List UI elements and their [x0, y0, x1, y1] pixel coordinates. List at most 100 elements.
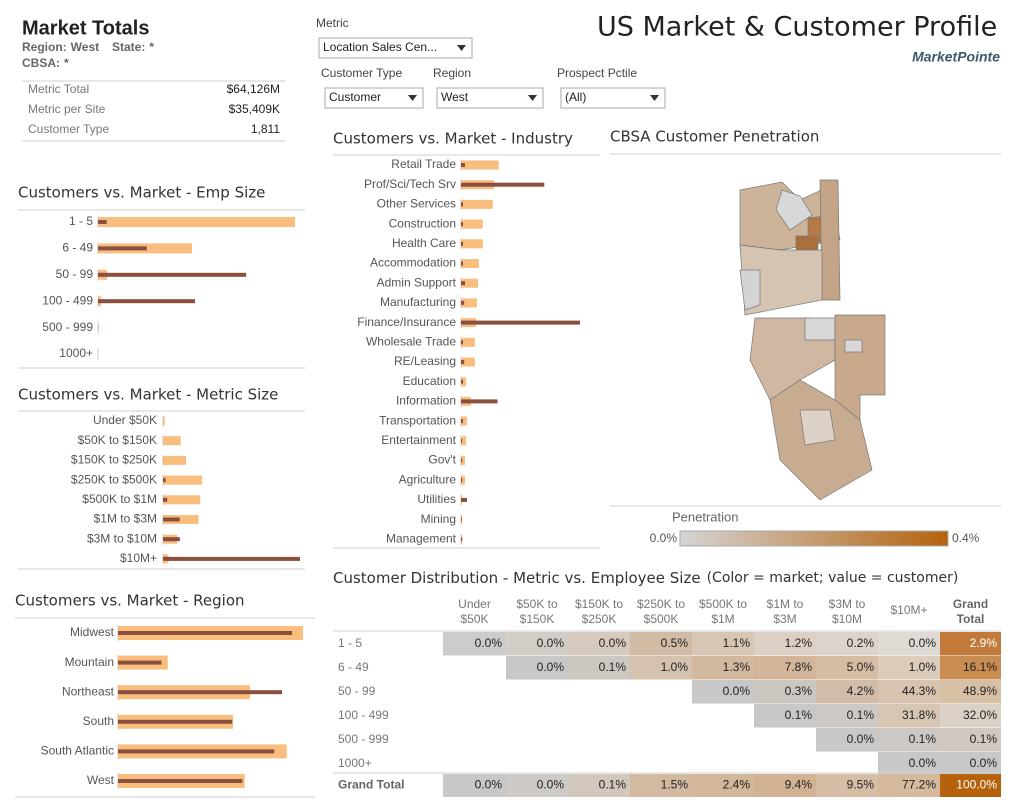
total-value: $35,409K: [229, 102, 280, 116]
column-header: $500K: [644, 612, 679, 626]
bar: [118, 779, 243, 783]
category-label: West: [87, 773, 115, 787]
legend-min: 0.0%: [650, 531, 678, 545]
category-label: Retail Trade: [391, 157, 456, 171]
table-cell: [754, 704, 816, 728]
cell-value: 7.8%: [785, 660, 813, 674]
column-header: Total: [957, 612, 985, 626]
row-header: 100 - 499: [338, 708, 389, 722]
column-header: $1M to: [767, 597, 804, 611]
dropdown-value: Location Sales Cen...: [323, 40, 437, 54]
table-cell: [692, 680, 754, 704]
bar: [461, 259, 479, 268]
dropdown[interactable]: [560, 87, 666, 109]
column-header: Grand: [953, 597, 988, 611]
cell-value: 0.1%: [599, 660, 627, 674]
column-header: $10M+: [890, 603, 927, 617]
map: [739, 179, 886, 501]
bar: [461, 379, 463, 384]
table-cell: [816, 728, 878, 752]
bar: [461, 478, 463, 483]
cell-value: 0.0%: [537, 778, 565, 792]
category-label: Admin Support: [377, 275, 457, 289]
category-label: 50 - 99: [56, 267, 94, 281]
category-label: Finance/Insurance: [357, 315, 456, 329]
dropdown[interactable]: [324, 87, 424, 109]
bar: [461, 436, 467, 446]
table-cell: [816, 656, 878, 680]
map-region: [775, 189, 813, 231]
table-cell: [443, 774, 506, 797]
bar: [163, 515, 199, 524]
category-label: Midwest: [70, 625, 115, 639]
category-label: Education: [403, 374, 456, 388]
dropdown-arrow: [408, 95, 417, 101]
dropdown[interactable]: [318, 37, 473, 59]
category-label: $250K to $500K: [71, 472, 157, 486]
bar: [461, 360, 465, 364]
control-label: Metric: [316, 16, 349, 30]
total-label: Metric per Site: [28, 102, 106, 116]
cell-value: 5.0%: [847, 660, 875, 674]
cell-value: 16.1%: [963, 660, 997, 674]
column-header: $250K: [582, 612, 617, 626]
dropdown[interactable]: [436, 87, 544, 109]
dropdown-arrow: [457, 45, 466, 51]
bar: [461, 199, 493, 209]
cell-value: 0.0%: [537, 636, 565, 650]
bar: [118, 631, 293, 635]
table-cell: [940, 656, 1001, 680]
dropdown-arrow: [528, 95, 537, 101]
table-cell: [816, 704, 878, 728]
table-cell: [940, 728, 1001, 752]
table-cell: [940, 680, 1001, 704]
bar: [461, 419, 463, 424]
chart-title: Customers vs. Market - Region: [15, 592, 245, 610]
total-value: 1,811: [251, 122, 280, 136]
control-label: Customer Type: [321, 66, 402, 80]
category-label: 100 - 499: [42, 293, 93, 307]
bar: [118, 660, 162, 665]
table-cell: [506, 774, 568, 797]
bar: [118, 719, 233, 724]
bar: [461, 337, 475, 347]
total-value: $64,126M: [227, 82, 280, 96]
category-label: Other Services: [377, 197, 456, 211]
table-cell: [692, 656, 754, 680]
cell-value: 0.0%: [537, 660, 565, 674]
bar: [163, 475, 203, 485]
bar: [163, 478, 166, 483]
category-label: Wholesale Trade: [366, 334, 456, 348]
cell-value: 2.4%: [723, 778, 751, 792]
bar: [163, 495, 201, 505]
cell-value: 0.1%: [785, 708, 813, 722]
filter-value: *: [149, 40, 154, 54]
bar: [461, 537, 463, 542]
row-header: 500 - 999: [338, 732, 389, 746]
table-cell: [940, 774, 1001, 797]
bar: [461, 278, 479, 288]
dashboard-title: US Market & Customer Profile: [597, 12, 997, 43]
cell-value: 31.8%: [902, 708, 936, 722]
bar: [118, 749, 275, 754]
table-cell: [568, 656, 630, 680]
table-cell: [816, 680, 878, 704]
column-header: $50K: [460, 612, 488, 626]
bar: [461, 281, 465, 286]
control-label: Prospect Pctile: [557, 66, 637, 80]
category-label: 1 - 5: [69, 214, 93, 228]
table-cell: [878, 774, 940, 797]
row-header: Grand Total: [338, 778, 404, 792]
bar: [461, 241, 463, 246]
bar: [461, 202, 463, 207]
table-cell: [754, 680, 816, 704]
filter-summary: CBSA: *: [22, 56, 69, 70]
bar: [461, 222, 463, 227]
table-cell: [568, 774, 630, 797]
cell-value: 48.9%: [963, 684, 997, 698]
bar: [163, 416, 165, 426]
bar: [461, 475, 465, 485]
cell-value: 0.0%: [909, 636, 937, 650]
filter-label: State:: [112, 40, 145, 54]
bar: [98, 246, 147, 251]
